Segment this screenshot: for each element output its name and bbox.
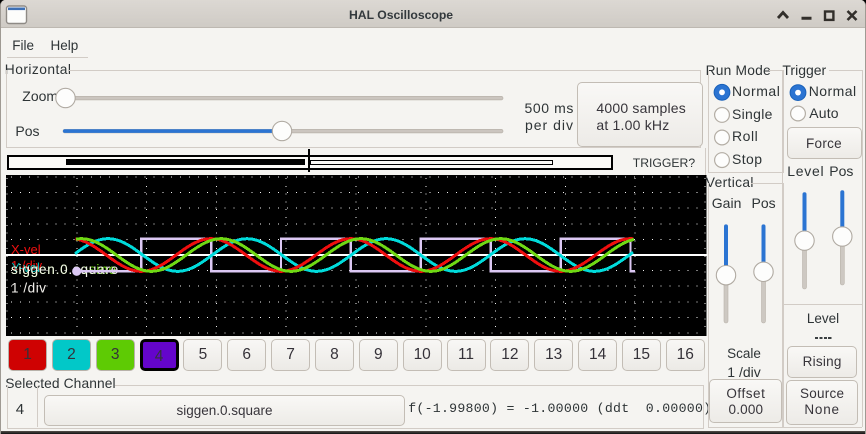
svg-text:X-vel: X-vel (11, 242, 41, 257)
svg-text:siggen.0.square: siggen.0.square (11, 262, 119, 277)
svg-text:siggen.0.cosine: siggen.0.cosine (11, 262, 117, 277)
svg-text:1 /div: 1 /div (11, 258, 43, 273)
svg-text:1 /div: 1 /div (11, 281, 47, 296)
svg-text:Y-vel: Y-vel (12, 260, 41, 275)
